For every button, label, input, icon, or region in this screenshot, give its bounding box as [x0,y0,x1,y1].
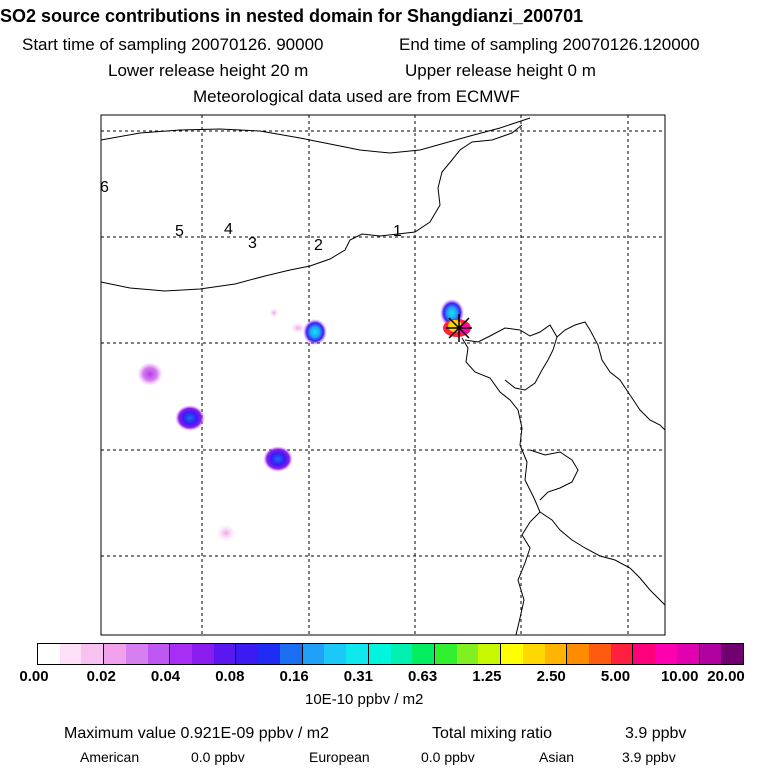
european-value: 0.0 ppbv [421,749,475,765]
colorbar-cell [192,644,214,664]
colorbar-tick: 0.00 [19,668,49,685]
region-number-1: 1 [393,223,402,240]
map-frame [100,114,666,636]
colorbar-cell [324,644,347,664]
receptor-star-marker-icon [446,314,472,342]
colorbar-tick: 0.02 [86,668,116,685]
colorbar-cell [390,644,413,664]
colorbar-tick: 5.00 [600,668,631,685]
plume-south [263,446,293,472]
colorbar-tick: 0.08 [215,668,245,685]
region-number-3: 3 [248,235,257,252]
colorbar-cell [104,644,126,664]
european-label: European [309,749,370,765]
colorbar-cell [588,644,611,664]
upper-release-label: Upper release height 0 m [405,61,596,80]
colorbar-tick: 0.31 [343,668,373,685]
american-value: 0.0 ppbv [191,749,245,765]
colorbar-cell [699,644,722,664]
colorbar-cell [478,644,502,664]
plume-faint-north [269,308,279,318]
colorbar-cell [147,644,171,664]
plume-west-1 [137,362,163,386]
colorbar-cell [170,644,193,664]
total-mixing-ratio-value: 3.9 ppbv [625,725,687,742]
colorbar-cell [567,644,589,664]
colorbar-cell [633,644,656,664]
lower-release-label: Lower release height 20 m [108,61,309,80]
colorbar-cell [522,644,545,664]
colorbar-cell [610,644,634,664]
plume-west-2 [175,405,205,431]
coastlines-and-borders [100,117,666,636]
colorbar-cell [501,644,523,664]
colorbar-cell [258,644,280,664]
colorbar-cell [368,644,391,664]
region-number-6: 6 [100,179,109,196]
colorbar-cell [279,644,303,664]
colorbar-tick: 0.16 [279,668,309,685]
asian-value: 3.9 ppbv [622,749,676,765]
colorbar-cell [59,644,82,664]
start-time-label: Start time of sampling 20070126. 90000 [22,35,324,54]
asian-label: Asian [539,749,575,765]
colorbar-tick: 20.00 [707,668,745,685]
american-label: American [80,749,140,765]
colorbar-cell [213,644,237,664]
plume-faint-south [216,524,236,542]
colorbar-tick: 2.50 [536,668,566,685]
colorbar-cell [81,644,105,664]
colorbar-cell [434,644,457,664]
colorbar-cell [38,644,60,664]
meteorological-data-label: Meteorological data used are from ECMWF [193,87,520,106]
colorbar-tick: 10.00 [660,668,699,685]
total-mixing-ratio-label: Total mixing ratio [432,725,553,742]
map-title: SO2 source contributions in nested domai… [0,6,584,26]
end-time-label: End time of sampling 20070126.120000 [399,35,700,54]
region-number-5: 5 [175,223,184,240]
colorbar-tick: 0.63 [408,668,438,685]
colorbar-unit: 10E-10 ppbv / m2 [305,691,424,708]
max-value-label: Maximum value 0.921E-09 ppbv / m2 [64,725,330,742]
plume-central [303,319,327,345]
region-number-4: 4 [224,221,233,238]
colorbar-cell [456,644,479,664]
colorbar-cell [125,644,148,664]
region-number-2: 2 [314,237,323,254]
plume-faint-west [290,322,306,334]
colorbar-cell [236,644,259,664]
colorbar-cell [544,644,568,664]
colorbar [37,643,744,665]
colorbar-cell [676,644,700,664]
colorbar-tick: 0.04 [150,668,181,685]
colorbar-cell [655,644,677,664]
colorbar-tick: 1.25 [472,668,502,685]
colorbar-cell [346,644,369,664]
colorbar-cell [302,644,325,664]
colorbar-cell [721,644,743,664]
colorbar-cell [412,644,435,664]
graticule [101,115,665,635]
